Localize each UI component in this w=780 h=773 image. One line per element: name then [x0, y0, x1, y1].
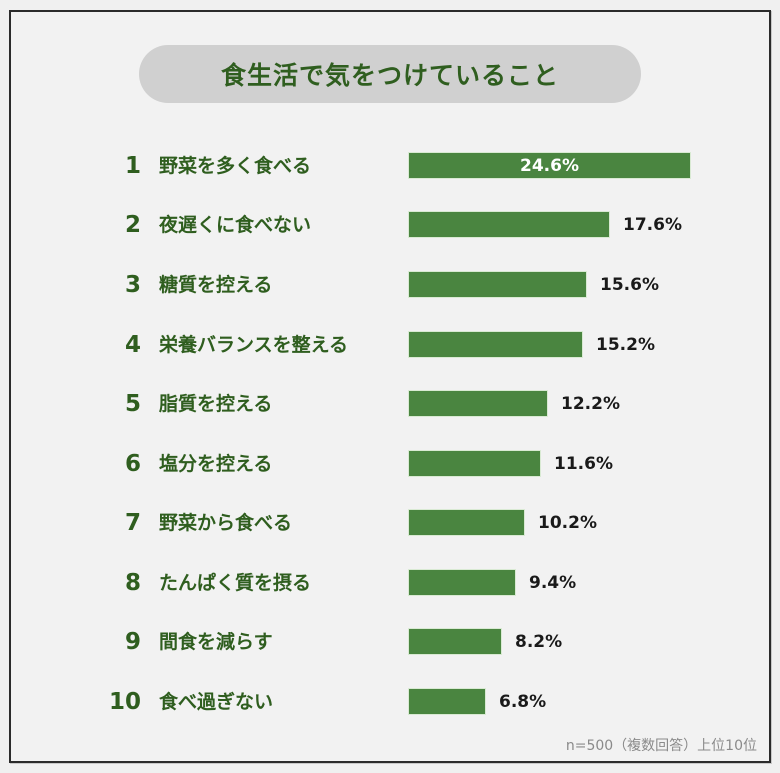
value-label: 10.2%: [538, 513, 597, 533]
item-label: 塩分を控える: [159, 453, 273, 475]
value-label: 15.2%: [596, 335, 655, 355]
bar: [408, 331, 583, 358]
value-label: 9.4%: [529, 573, 577, 593]
rank-number: 10: [108, 689, 141, 715]
rank-number: 2: [124, 212, 141, 238]
item-label: 脂質を控える: [159, 393, 273, 415]
item-label: 間食を減らす: [159, 631, 273, 653]
item-label: 糖質を控える: [159, 274, 273, 296]
bar: [408, 569, 516, 596]
value-label: 8.2%: [515, 632, 563, 652]
value-label: 6.8%: [499, 692, 547, 712]
rank-number: 8: [124, 570, 141, 596]
bar-row: 8 たんぱく質を摂る 9.4%: [11, 568, 769, 598]
value-label: 11.6%: [554, 454, 613, 474]
rank-number: 7: [124, 510, 141, 536]
bar: [408, 390, 548, 417]
rank-number: 6: [124, 451, 141, 477]
item-label: 夜遅くに食べない: [159, 214, 312, 236]
rank-number: 4: [124, 332, 141, 358]
item-label: 食べ過ぎない: [159, 691, 274, 713]
item-label: 野菜を多く食べる: [159, 155, 312, 177]
bar: [408, 450, 541, 477]
bar-row: 1 野菜を多く食べる 24.6%: [11, 151, 769, 181]
rank-number: 5: [124, 391, 141, 417]
bar: 24.6%: [408, 152, 691, 179]
item-label: たんぱく質を摂る: [159, 572, 312, 594]
item-label: 野菜から食べる: [159, 512, 293, 534]
footnote: n=500（複数回答）上位10位: [565, 738, 757, 754]
bar-row: 10 食べ過ぎない 6.8%: [11, 687, 769, 717]
value-label: 17.6%: [623, 215, 682, 235]
rank-number: 1: [124, 153, 141, 179]
bar: [408, 211, 610, 238]
value-label: 12.2%: [561, 394, 620, 414]
item-label: 栄養バランスを整える: [159, 334, 349, 356]
chart-frame: 食生活で気をつけていること 1 野菜を多く食べる 24.6% 2 夜遅くに食べない 17.…: [9, 10, 771, 763]
bar: [408, 628, 502, 655]
bar: [408, 509, 525, 536]
value-label: 15.6%: [600, 275, 659, 295]
bar: [408, 271, 587, 298]
bar-row: 9 間食を減らす 8.2%: [11, 627, 769, 657]
bar-row: 7 野菜から食べる 10.2%: [11, 508, 769, 538]
bar-row: 6 塩分を控える 11.6%: [11, 449, 769, 479]
bar-row: 2 夜遅くに食べない 17.6%: [11, 210, 769, 240]
bar-row: 4 栄養バランスを整える 15.2%: [11, 330, 769, 360]
rank-number: 9: [124, 629, 141, 655]
title-banner: 食生活で気をつけていること: [139, 45, 641, 103]
chart-title: 食生活で気をつけていること: [220, 61, 559, 90]
rank-number: 3: [124, 272, 141, 298]
bar-row: 3 糖質を控える 15.6%: [11, 270, 769, 300]
bar: [408, 688, 486, 715]
value-label: 24.6%: [520, 155, 579, 176]
bar-row: 5 脂質を控える 12.2%: [11, 389, 769, 419]
